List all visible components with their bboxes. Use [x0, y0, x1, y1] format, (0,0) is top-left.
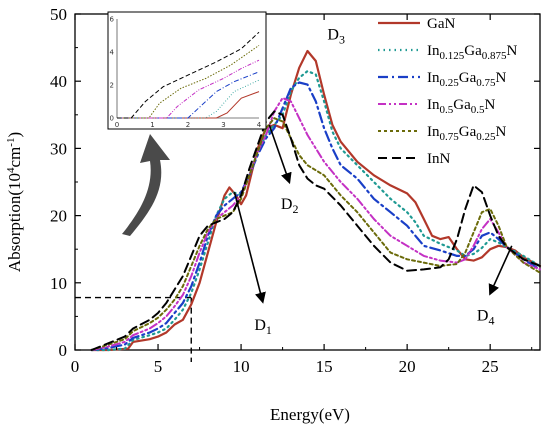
inset-y-tick-label: 6	[110, 16, 115, 24]
legend-text-part: GaN	[427, 16, 455, 32]
inset-series-line-5	[117, 44, 260, 119]
x-tick-label: 5	[154, 357, 163, 376]
legend: GaNIn0.125Ga0.875NIn0.25Ga0.75NIn0.5Ga0.…	[378, 16, 518, 167]
inset-series-line-1	[117, 91, 260, 119]
legend-text-part: In	[427, 124, 440, 140]
annotation-arrow-d4	[488, 245, 513, 296]
inset-x-tick-label: 2	[186, 121, 190, 129]
annotation-letter: D	[327, 27, 339, 44]
y-axis-label-sup1: 4	[5, 167, 17, 173]
inset-y-tick-label: 2	[110, 82, 114, 90]
inset-series-line-3	[117, 71, 260, 119]
y-tick-label: 50	[50, 5, 67, 24]
annotation-label-d4: D4	[477, 307, 495, 327]
inset-plot: 0 1 2 3 4 0 2 4 6	[107, 11, 267, 130]
annotation-letter: D	[281, 196, 293, 213]
inset-series-line-2	[117, 79, 260, 119]
annotation-subscript: 2	[292, 202, 298, 216]
annotation-subscript: 1	[266, 323, 272, 337]
series-lines	[90, 49, 542, 352]
inset-x-tick-label: 0	[115, 121, 119, 129]
legend-subscript: 0.875	[482, 50, 507, 62]
inset-series-line-4	[117, 59, 260, 119]
annotation-subscript: 3	[339, 33, 345, 47]
legend-entry-1: GaN	[427, 16, 455, 32]
legend-subscript: 0.125	[440, 50, 465, 62]
legend-text-part: In	[427, 43, 440, 59]
legend-subscript: 0.75	[440, 131, 460, 143]
legend-text-part: In	[427, 97, 440, 113]
legend-text-part: Ga	[453, 97, 471, 113]
annotation-label-d2: D2	[281, 196, 299, 216]
legend-entry-4: In0.5Ga0.5N	[427, 97, 496, 116]
curved-arrow-shape	[122, 134, 170, 236]
legend-text-part: N	[496, 70, 507, 86]
x-tick-label: 25	[482, 357, 499, 376]
inset-y-tick-label: 4	[110, 49, 115, 57]
y-tick-label: 30	[50, 139, 67, 158]
inset-border	[107, 11, 267, 130]
curved-arrow-icon	[122, 134, 170, 236]
annotation-letter: D	[477, 307, 489, 324]
x-tick-label: 15	[316, 357, 333, 376]
inset-x-tick-label: 4	[257, 121, 262, 129]
series-line-5	[90, 117, 541, 351]
x-tick-label: 0	[71, 357, 80, 376]
annotation-arrow-d2	[268, 124, 292, 185]
legend-text-part: N	[485, 97, 496, 113]
y-axis-label-end: )	[5, 132, 24, 138]
legend-text-part: InN	[427, 151, 450, 167]
y-tick-label: 10	[50, 274, 67, 293]
y-axis-label-mid: cm	[5, 147, 24, 168]
annotation-subscript: 4	[488, 313, 494, 327]
inset-x-tick-label: 3	[221, 121, 225, 129]
series-line-6	[90, 110, 541, 351]
legend-text-part: N	[496, 124, 507, 140]
y-tick-label: 20	[50, 207, 67, 226]
y-axis-label-sup2: -1	[5, 138, 17, 147]
y-tick-label: 0	[59, 341, 68, 360]
legend-text-part: In	[427, 70, 440, 86]
inset-x-tick-label: 1	[150, 121, 154, 129]
legend-subscript: 0.25	[440, 77, 460, 89]
series-line-4	[90, 97, 541, 351]
inset-series-line-6	[117, 31, 260, 119]
annotation-arrow-d1	[233, 191, 266, 304]
x-axis-label: Energy(eV)	[270, 405, 350, 424]
y-axis-label-main: Absorption(10	[5, 173, 24, 272]
x-tick-label: 20	[399, 357, 416, 376]
guide-lines	[75, 296, 192, 362]
x-tick-label: 10	[233, 357, 250, 376]
legend-subscript: 0.5	[471, 104, 485, 116]
legend-entry-6: InN	[427, 151, 450, 167]
legend-entry-3: In0.25Ga0.75N	[427, 70, 507, 89]
inset-y-tick-label: 0	[110, 115, 114, 123]
legend-entry-5: In0.75Ga0.25N	[427, 124, 507, 143]
annotation-letter: D	[254, 317, 266, 334]
legend-text-part: Ga	[459, 70, 477, 86]
annotation-label-d1: D1	[254, 317, 272, 337]
legend-text-part: Ga	[459, 124, 477, 140]
y-axis-label: Absorption(104cm-1)	[5, 132, 24, 272]
y-tick-label: 40	[50, 72, 67, 91]
legend-subscript: 0.75	[476, 77, 496, 89]
annotation-label-d3: D3	[327, 27, 345, 47]
legend-subscript: 0.5	[440, 104, 454, 116]
legend-subscript: 0.25	[476, 131, 496, 143]
legend-text-part: Ga	[464, 43, 482, 59]
legend-entry-2: In0.125Ga0.875N	[427, 43, 518, 62]
legend-text-part: N	[507, 43, 518, 59]
